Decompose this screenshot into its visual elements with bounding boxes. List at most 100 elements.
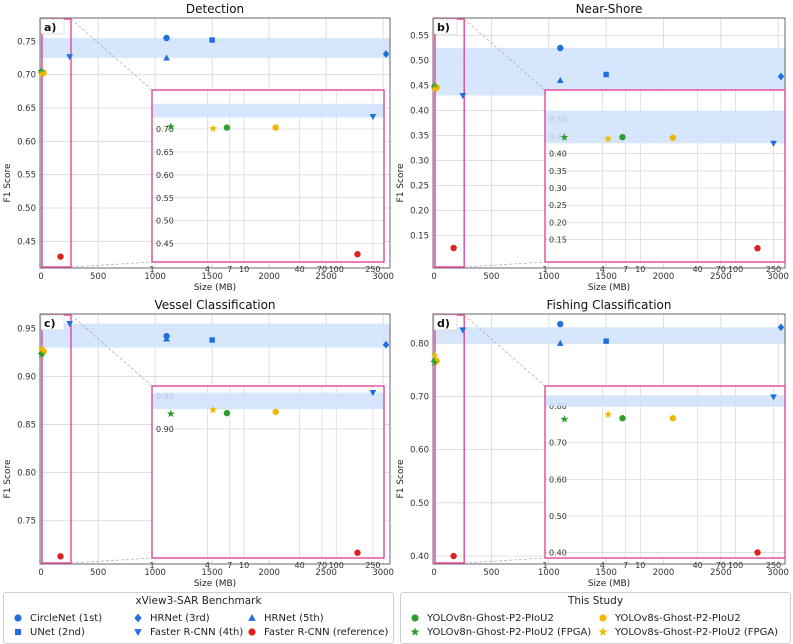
inset-data-point [272,124,279,131]
data-point [163,34,170,42]
x-tick-label: 2000 [653,568,675,578]
triangle-up-marker-icon [248,614,256,621]
inset-x-tick-label: 10 [635,561,645,570]
data-point [382,340,390,349]
legend-marker [134,629,142,636]
inset-plot: 1471040701002500.150.200.250.300.350.400… [542,89,786,274]
inset-x-tick-label: 100 [329,561,344,570]
y-tick-label: 0.40 [410,552,429,562]
data-point [450,552,457,560]
y-tick-label: 0.50 [410,57,429,67]
inset-x-tick-label: 250 [766,561,781,570]
y-tick-label: 0.70 [17,71,36,81]
data-point [430,84,439,93]
inset-y-tick-label: 0.60 [156,171,174,180]
legend-study-title: This Study [567,595,624,607]
chart-title: Near-Shore [576,2,643,16]
data-point [777,72,785,81]
inset-border [544,89,786,263]
chart-panel-1: Detection 0 500 1000 1500 2000 2500 3000 0.45 0.5… [3,2,394,293]
star-marker-icon [598,627,608,636]
panel-label-bg [433,314,458,331]
inset-x-tick-label: 10 [635,265,645,274]
chart-title: Fishing Classification [547,298,672,312]
legend-label: YOLOv8s-Ghost-P2-PIoU2 (FPGA) [615,626,779,638]
inset-data-point [669,415,677,422]
legend-label: UNet (2nd) [30,626,85,638]
data-point [430,358,439,366]
zoom-connector [70,18,153,91]
inset-x-tick-label: 70 [317,265,327,274]
axes-frame [39,313,391,565]
inset-data-point [560,415,569,423]
y-tick-label: 0.50 [17,204,36,214]
panel-label: d) [437,317,450,330]
y-tick-label: 0.30 [410,157,429,167]
data-point [556,339,564,346]
inset-border [544,385,786,559]
x-tick-label: 2000 [653,272,675,282]
top-score-band [433,327,785,344]
panel-label-bg [40,18,65,35]
legend-item-benchmark: UNet (2nd) [12,626,85,638]
inset-data-point [223,409,231,417]
data-point [66,321,74,328]
data-point [37,344,46,352]
inset-plot: 1 4 7 10 40 70 100 250 0.40 0.50 0.60 0.70 0.80 [542,385,786,570]
x-tick-label: 2500 [710,272,732,282]
y-tick-label: 0.45 [410,82,429,92]
inset-y-tick-label: 0.50 [156,217,174,226]
top-score-band [40,323,390,348]
inset-y-tick-label: 0.70 [549,439,567,448]
inset-y-tick-label: 0.65 [156,148,174,157]
y-tick-label: 0.80 [410,339,429,349]
data-point [209,37,215,43]
x-tick-label: 1500 [595,568,617,578]
zoom-connector [70,261,153,268]
inset-data-point [619,133,626,141]
data-point [450,244,457,252]
y-tick-label: 0.25 [410,182,429,192]
inset-x-tick-label: 70 [716,265,726,274]
x-tick-label: 2000 [258,272,280,282]
x-tick-label: 1000 [538,272,560,282]
inset-border [151,385,385,559]
legend-marker [411,614,419,622]
inset-y-tick-label: 0.15 [549,236,567,245]
x-axis-label: Size (MB) [588,283,630,293]
inset-area [152,386,384,558]
y-tick-label: 0.85 [17,421,36,431]
legend-item-benchmark: Faster R-CNN (4th) [132,626,243,638]
legend-marker [248,614,256,621]
inset-y-tick-label: 0.40 [549,549,567,558]
zoom-connector [463,314,546,387]
inset-x-tick-label: 1 [149,561,154,570]
y-tick-label: 0.80 [17,469,36,479]
inset-y-tick-label: 0.60 [549,475,567,484]
inset-y-tick-label: 0.20 [549,218,567,227]
inset-x-tick-label: 40 [693,265,703,274]
legend-item-benchmark: HRNet (5th) [246,612,324,624]
legend-marker [14,628,22,636]
chart-title: Detection [186,2,244,16]
y-tick-label: 0.50 [410,499,429,509]
inset-band [152,103,384,118]
data-point [557,320,564,328]
circle-marker-icon [599,614,607,622]
x-axis-label: Size (MB) [194,283,236,293]
y-tick-label: 0.15 [410,232,429,242]
square-marker-icon [14,628,22,636]
y-tick-label: 0.35 [410,132,429,142]
inset-data-point [354,251,361,258]
axes-frame [39,17,391,269]
inset-x-tick-label: 70 [317,561,327,570]
legend-benchmark: xView3-SAR Benchmark CircleNet (1st) HRNe… [3,592,394,644]
legend-item-benchmark: Faster R-CNN (reference) [246,626,388,638]
inset-data-point [209,124,218,132]
inset-x-tick-label: 1 [542,265,547,274]
inset-plot: 1 4 7 10 40 70 100 250 0.45 0.50 0.55 0.60 0.65 0.70 [149,89,385,274]
legend-label: YOLOv8n-Ghost-P2-PIoU2 [427,612,554,624]
x-tick-label: 1000 [538,568,560,578]
star-marker-icon [410,627,420,636]
